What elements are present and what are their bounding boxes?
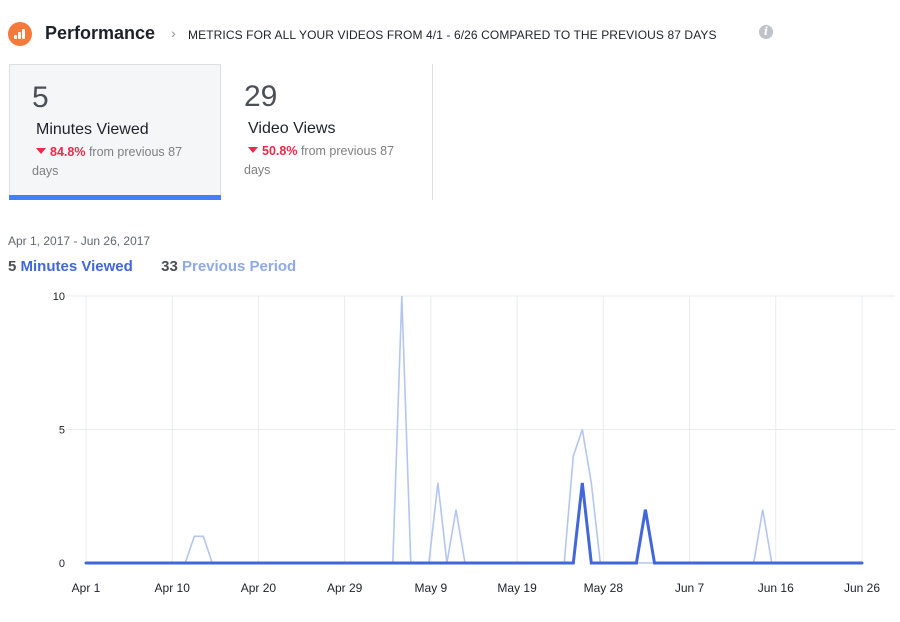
y-tick-label: 0 xyxy=(59,558,65,570)
bar-chart-icon xyxy=(8,22,32,46)
info-icon[interactable]: i xyxy=(759,25,773,39)
y-tick-label: 10 xyxy=(53,291,65,303)
metric-value: 29 xyxy=(244,80,278,113)
legend-current-value: 5 xyxy=(8,258,17,275)
chevron-right-icon: › xyxy=(171,25,176,41)
down-arrow-icon xyxy=(36,148,46,154)
x-tick-label: Jun 7 xyxy=(675,581,705,595)
selected-indicator xyxy=(9,195,221,200)
metric-card-minutes-viewed[interactable]: 5 Minutes Viewed 84.8% from previous 87 … xyxy=(9,64,221,200)
x-tick-label: Jun 26 xyxy=(844,581,880,595)
page-header: Performance › METRICS FOR ALL YOUR VIDEO… xyxy=(8,22,888,46)
metric-change: 84.8% from previous 87 days xyxy=(32,143,207,181)
x-tick-label: Apr 1 xyxy=(72,581,101,595)
x-tick-label: Apr 10 xyxy=(155,581,191,595)
metric-change: 50.8% from previous 87 days xyxy=(244,142,419,180)
change-percent: 84.8% xyxy=(50,145,86,159)
metric-label: Video Views xyxy=(248,120,336,137)
metric-value: 5 xyxy=(32,81,49,114)
change-text: from previous 87 days xyxy=(32,145,183,178)
metric-label: Minutes Viewed xyxy=(36,121,149,138)
page-title: Performance xyxy=(45,23,156,43)
page-subtitle: METRICS FOR ALL YOUR VIDEOS FROM 4/1 - 6… xyxy=(188,28,717,42)
x-tick-label: May 19 xyxy=(497,581,537,595)
legend-previous-value: 33 xyxy=(161,258,178,275)
metric-card-video-views[interactable]: 29 Video Views 50.8% from previous 87 da… xyxy=(221,64,433,200)
down-arrow-icon xyxy=(248,147,258,153)
x-tick-label: Jun 16 xyxy=(758,581,794,595)
legend-previous-label[interactable]: Previous Period xyxy=(181,258,297,275)
x-tick-label: May 28 xyxy=(584,581,624,595)
chart-legend: 5 Minutes Viewed 33 Previous Period xyxy=(8,258,296,275)
x-tick-label: Apr 29 xyxy=(327,581,363,595)
date-range: Apr 1, 2017 - Jun 26, 2017 xyxy=(8,234,151,248)
series-line-minutes-viewed xyxy=(84,482,864,565)
y-tick-label: 5 xyxy=(59,425,65,437)
x-tick-label: Apr 20 xyxy=(241,581,277,595)
line-chart: 0 5 10 Apr 1 Apr 10 Apr 20 Apr 29 May 9 May 19 Ma… xyxy=(53,291,895,595)
change-text: from previous 87 days xyxy=(244,144,395,177)
legend-current-label[interactable]: Minutes Viewed xyxy=(20,258,133,275)
x-tick-label: May 9 xyxy=(415,581,448,595)
change-percent: 50.8% xyxy=(262,144,298,158)
